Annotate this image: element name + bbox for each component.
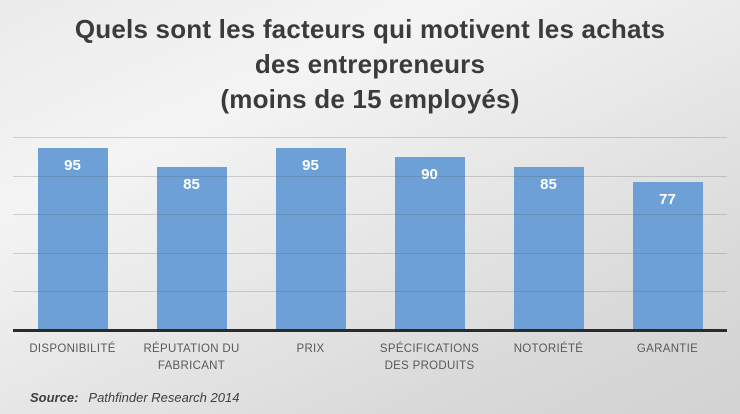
bar: 85 bbox=[513, 166, 584, 331]
category-label: SPÉCIFICATIONS DES PRODUITS bbox=[379, 343, 480, 372]
chart-title: Quels sont les facteurs qui motivent les… bbox=[0, 12, 740, 117]
bar-value-label: 85 bbox=[540, 175, 557, 193]
bar-slot: 85 bbox=[132, 138, 251, 331]
x-axis-category-labels: DISPONIBILITÉ RÉPUTATION DU FABRICANT PRIX… bbox=[13, 341, 727, 375]
bar-value-label: 95 bbox=[64, 156, 81, 174]
bar-value-label: 95 bbox=[302, 156, 319, 174]
source-text: Pathfinder Research 2014 bbox=[88, 390, 240, 405]
bar-value-label: 85 bbox=[183, 175, 200, 193]
bar: 95 bbox=[275, 147, 346, 331]
chart-title-line-2: des entrepreneurs bbox=[254, 49, 486, 79]
plot-area: 95 85 95 90 85 77 bbox=[13, 137, 727, 331]
bar-value-label: 90 bbox=[421, 166, 438, 184]
category-label: NOTORIÉTÉ bbox=[513, 343, 584, 355]
bars-row: 95 85 95 90 85 77 bbox=[13, 138, 727, 331]
chart-title-line-1: Quels sont les facteurs qui motivent les… bbox=[74, 14, 666, 44]
bar-slot: 90 bbox=[370, 138, 489, 331]
bar: 90 bbox=[394, 157, 465, 331]
gridline-100 bbox=[13, 137, 727, 138]
gridline-20 bbox=[13, 291, 727, 293]
category-label: GARANTIE bbox=[636, 343, 699, 355]
bar: 85 bbox=[156, 166, 227, 331]
bar: 95 bbox=[37, 147, 108, 331]
bar-slot: 85 bbox=[489, 138, 608, 331]
gridline-40 bbox=[13, 252, 727, 254]
bar-value-label: 77 bbox=[659, 191, 676, 209]
x-axis-line bbox=[13, 329, 727, 332]
category-label: RÉPUTATION DU FABRICANT bbox=[143, 343, 240, 372]
category-label: DISPONIBILITÉ bbox=[29, 343, 116, 355]
source-line: Source: Pathfinder Research 2014 bbox=[30, 390, 239, 405]
gridline-60 bbox=[13, 214, 727, 216]
category-label: PRIX bbox=[296, 343, 325, 355]
bar-slot: 77 bbox=[608, 138, 727, 331]
chart-title-line-3: (moins de 15 employés) bbox=[220, 84, 520, 114]
bar-slot: 95 bbox=[13, 138, 132, 331]
bar: 77 bbox=[632, 182, 703, 331]
source-label: Source: bbox=[30, 390, 79, 405]
bar-slot: 95 bbox=[251, 138, 370, 331]
gridline-80 bbox=[13, 175, 727, 177]
